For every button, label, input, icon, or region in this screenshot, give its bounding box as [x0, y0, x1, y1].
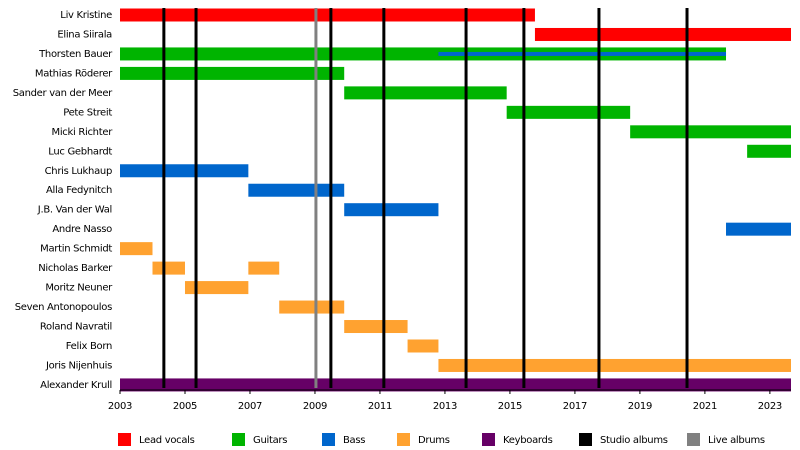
legend-swatch: [687, 433, 700, 446]
member-label: Joris Nijenhuis: [45, 360, 112, 371]
tenure-bar: [344, 203, 439, 217]
tenure-bar: [120, 242, 153, 256]
member-label: Moritz Neuner: [45, 283, 113, 294]
x-tick-label: 2021: [693, 401, 717, 412]
tenure-bar: [438, 51, 727, 56]
x-tick-label: 2017: [563, 401, 587, 412]
member-label: Felix Born: [66, 341, 112, 352]
tenure-bar: [438, 358, 791, 372]
tenure-bar: [120, 66, 345, 80]
member-label: Andre Nasso: [52, 224, 112, 235]
tenure-bar: [407, 339, 439, 353]
member-label: Mathias Röderer: [35, 68, 113, 79]
x-tick-label: 2005: [173, 401, 197, 412]
member-label: Roland Navratil: [40, 322, 112, 333]
legend-label: Drums: [418, 435, 450, 446]
tenure-bar: [248, 261, 280, 275]
legend-label: Bass: [343, 435, 365, 446]
x-tick-label: 2003: [108, 401, 132, 412]
x-tick-label: 2015: [498, 401, 522, 412]
legend-label: Guitars: [253, 435, 287, 446]
x-tick-label: 2009: [303, 401, 327, 412]
legend-swatch: [118, 433, 131, 446]
tenure-bar: [747, 144, 791, 158]
member-label: Micki Richter: [52, 127, 114, 138]
tenure-bar: [120, 47, 727, 61]
tenure-bar: [279, 300, 345, 314]
tenure-bar: [120, 8, 535, 22]
tenure-bar: [726, 222, 791, 236]
member-label: Pete Streit: [63, 107, 112, 118]
x-tick-label: 2019: [628, 401, 652, 412]
member-label: Chris Lukhaup: [45, 166, 112, 177]
x-tick-label: 2023: [758, 401, 782, 412]
legend-swatch: [579, 433, 592, 446]
legend-label: Keyboards: [503, 435, 553, 446]
member-label: Liv Kristine: [60, 10, 112, 21]
x-tick-label: 2007: [238, 401, 262, 412]
tenure-bar: [120, 164, 249, 178]
legend-swatch: [482, 433, 495, 446]
member-label: J.B. Van der Wal: [37, 205, 112, 216]
x-tick-label: 2011: [368, 401, 392, 412]
member-label: Sander van der Meer: [13, 88, 113, 99]
x-tick-label: 2013: [433, 401, 457, 412]
tenure-bar: [344, 86, 507, 100]
member-label: Martin Schmidt: [40, 244, 112, 255]
legend-label: Lead vocals: [139, 435, 195, 446]
tenure-bar: [184, 281, 249, 295]
legend-swatch: [322, 433, 335, 446]
tenure-bar: [152, 261, 185, 275]
member-label: Thorsten Bauer: [38, 49, 113, 60]
tenure-bar: [630, 125, 791, 139]
member-label: Nicholas Barker: [38, 263, 113, 274]
member-label: Alexander Krull: [40, 380, 112, 391]
tenure-bar: [248, 183, 345, 197]
legend-label: Studio albums: [600, 435, 668, 446]
member-label: Elina Siirala: [57, 29, 112, 40]
member-label: Alla Fedynitch: [46, 185, 112, 196]
member-label: Seven Antonopoulos: [15, 302, 112, 313]
tenure-bar: [120, 378, 791, 392]
member-label: Luc Gebhardt: [48, 146, 112, 157]
legend-swatch: [232, 433, 245, 446]
legend-label: Live albums: [708, 435, 765, 446]
legend-swatch: [397, 433, 410, 446]
tenure-bar: [534, 27, 791, 41]
tenure-bar: [344, 320, 408, 334]
